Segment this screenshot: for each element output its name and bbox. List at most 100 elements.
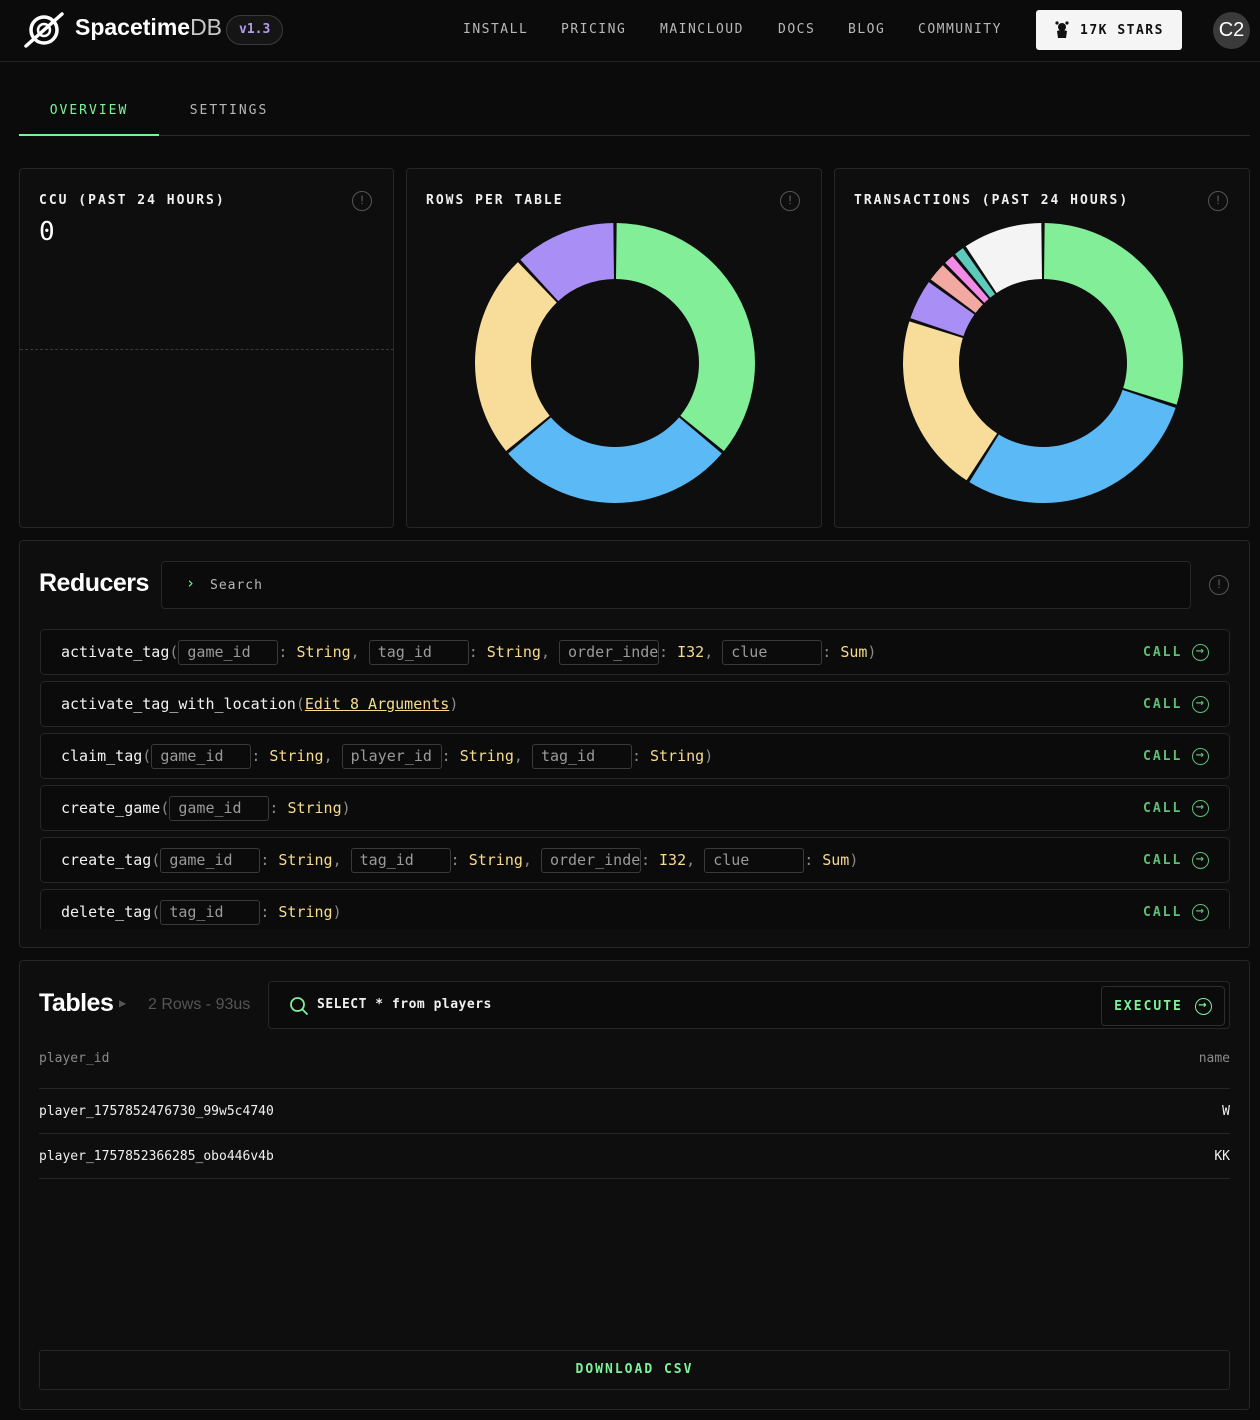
arg-type: String (278, 851, 333, 869)
arg-type: String (296, 643, 351, 661)
nav-docs[interactable]: DOCS (778, 22, 816, 37)
github-octocat-icon (1055, 21, 1069, 38)
reducer-search-input[interactable]: Search (210, 578, 263, 593)
arg-type: String (486, 643, 541, 661)
transactions-slice-8[interactable] (965, 223, 1042, 293)
reducer-signature: create_game( game_id: String) (61, 786, 351, 830)
play-triangle-icon[interactable]: ▶ (119, 996, 127, 1010)
reducer-row: delete_tag( tag_id: String) CALL → (40, 889, 1230, 929)
reducer-name: delete_tag (61, 903, 152, 921)
reducers-panel: Reducers › Search ! activate_tag( game_i… (19, 540, 1250, 948)
tables-panel: Tables ▶ 2 Rows - 93us SELECT * from pla… (19, 960, 1250, 1410)
info-icon[interactable]: ! (352, 191, 372, 211)
info-icon[interactable]: ! (1208, 191, 1228, 211)
edit-arguments-link[interactable]: Edit 8 Arguments (304, 695, 450, 713)
column-header-name[interactable]: name (1198, 1051, 1230, 1066)
arg-input[interactable]: clue (704, 847, 805, 873)
call-button[interactable]: CALL → (1131, 838, 1229, 882)
arg-input[interactable]: game_id (151, 743, 252, 769)
rows-per-table-title: ROWS PER TABLE (426, 193, 564, 208)
call-button[interactable]: CALL → (1131, 734, 1229, 778)
nav-community[interactable]: COMMUNITY (918, 22, 1002, 37)
sql-query-input[interactable]: SELECT * from players (317, 997, 492, 1012)
cell-player-id: player_1757852366285_obo446v4b (39, 1149, 274, 1164)
call-button[interactable]: CALL → (1131, 682, 1229, 726)
arg-input[interactable]: order_index (559, 639, 660, 665)
github-stars-button[interactable]: 17K STARS (1036, 10, 1182, 50)
arrow-right-circle-icon: → (1192, 903, 1210, 921)
rows-info: 2 Rows - 93us (148, 996, 251, 1013)
nav-pricing[interactable]: PRICING (561, 22, 627, 37)
page-tabs: OVERVIEW SETTINGS (19, 88, 1250, 136)
download-csv-button[interactable]: DOWNLOAD CSV (39, 1350, 1230, 1390)
rows-per-table-slice-4[interactable] (520, 223, 614, 302)
info-icon[interactable]: ! (1209, 575, 1229, 595)
stars-label: 17K STARS (1080, 22, 1164, 38)
ccu-value: 0 (39, 217, 55, 247)
table-row[interactable]: player_1757852476730_99w5c4740 W (39, 1088, 1230, 1133)
transactions-slice-5[interactable] (930, 265, 983, 313)
ccu-card: CCU (PAST 24 HOURS) ! 0 (19, 168, 394, 528)
tab-overview[interactable]: OVERVIEW (19, 88, 159, 136)
transactions-slice-2[interactable] (969, 389, 1176, 504)
arg-input[interactable]: clue (722, 639, 823, 665)
arg-input[interactable]: tag_id (160, 899, 261, 925)
transactions-slice-3[interactable] (903, 321, 998, 481)
nav-install[interactable]: INSTALL (463, 22, 529, 37)
arg-input[interactable]: game_id (169, 795, 270, 821)
cell-name: KK (1214, 1149, 1230, 1164)
execute-button[interactable]: EXECUTE → (1101, 986, 1225, 1026)
table-row[interactable]: player_1757852366285_obo446v4b KK (39, 1133, 1230, 1178)
reducer-name: claim_tag (61, 747, 143, 765)
reducer-row: create_tag( game_id: String, tag_id: Str… (40, 837, 1230, 883)
arg-type: String (278, 903, 333, 921)
reducer-name: create_tag (61, 851, 152, 869)
table-divider (39, 1178, 1230, 1179)
call-button[interactable]: CALL → (1131, 890, 1229, 929)
reducer-name: create_game (61, 799, 161, 817)
arg-input[interactable]: game_id (160, 847, 261, 873)
rows-per-table-card: ROWS PER TABLE ! (406, 168, 822, 528)
reducer-name: activate_tag (61, 643, 170, 661)
user-avatar[interactable]: C2 (1213, 12, 1250, 49)
column-header-player-id[interactable]: player_id (39, 1051, 110, 1066)
transactions-slice-1[interactable] (1044, 223, 1183, 405)
info-icon[interactable]: ! (780, 191, 800, 211)
reducer-signature: delete_tag( tag_id: String) (61, 890, 342, 929)
arrow-right-circle-icon: → (1192, 851, 1210, 869)
reducer-search[interactable]: › Search (161, 561, 1191, 609)
chevron-right-icon: › (186, 574, 196, 592)
arg-type: I32 (659, 851, 687, 869)
rows-per-table-slice-2[interactable] (508, 417, 722, 503)
search-icon (290, 997, 308, 1015)
call-button[interactable]: CALL → (1131, 786, 1229, 830)
arg-input[interactable]: tag_id (531, 743, 632, 769)
arg-input[interactable]: tag_id (368, 639, 469, 665)
reducer-list: activate_tag( game_id: String, tag_id: S… (20, 629, 1249, 929)
transactions-slice-7[interactable] (955, 248, 995, 298)
tab-settings[interactable]: SETTINGS (189, 103, 269, 118)
reducer-row: create_game( game_id: String) CALL → (40, 785, 1230, 831)
arrow-right-circle-icon: → (1192, 799, 1210, 817)
rows-per-table-slice-3[interactable] (475, 262, 557, 451)
arg-input[interactable]: game_id (178, 639, 279, 665)
cell-player-id: player_1757852476730_99w5c4740 (39, 1104, 274, 1119)
rows-per-table-slice-1[interactable] (616, 223, 755, 451)
arg-type: Sum (822, 851, 850, 869)
arg-input[interactable]: tag_id (350, 847, 451, 873)
transactions-slice-4[interactable] (910, 282, 975, 337)
arg-input[interactable]: order_index (540, 847, 641, 873)
sql-query-box[interactable]: SELECT * from players EXECUTE → (268, 981, 1230, 1029)
arg-input[interactable]: player_id (341, 743, 442, 769)
transactions-slice-6[interactable] (945, 256, 989, 303)
nav-blog[interactable]: BLOG (848, 22, 886, 37)
spacetimedb-logo-icon[interactable] (22, 10, 66, 50)
reducer-signature: activate_tag( game_id: String, tag_id: S… (61, 630, 876, 674)
call-button[interactable]: CALL → (1131, 630, 1229, 674)
arg-type: Sum (840, 643, 868, 661)
reducers-title: Reducers (39, 569, 149, 597)
version-badge: v1.3 (226, 15, 284, 45)
nav-maincloud[interactable]: MAINCLOUD (660, 22, 744, 37)
brand-name[interactable]: SpacetimeDB (75, 14, 223, 40)
reducer-signature: create_tag( game_id: String, tag_id: Str… (61, 838, 858, 882)
